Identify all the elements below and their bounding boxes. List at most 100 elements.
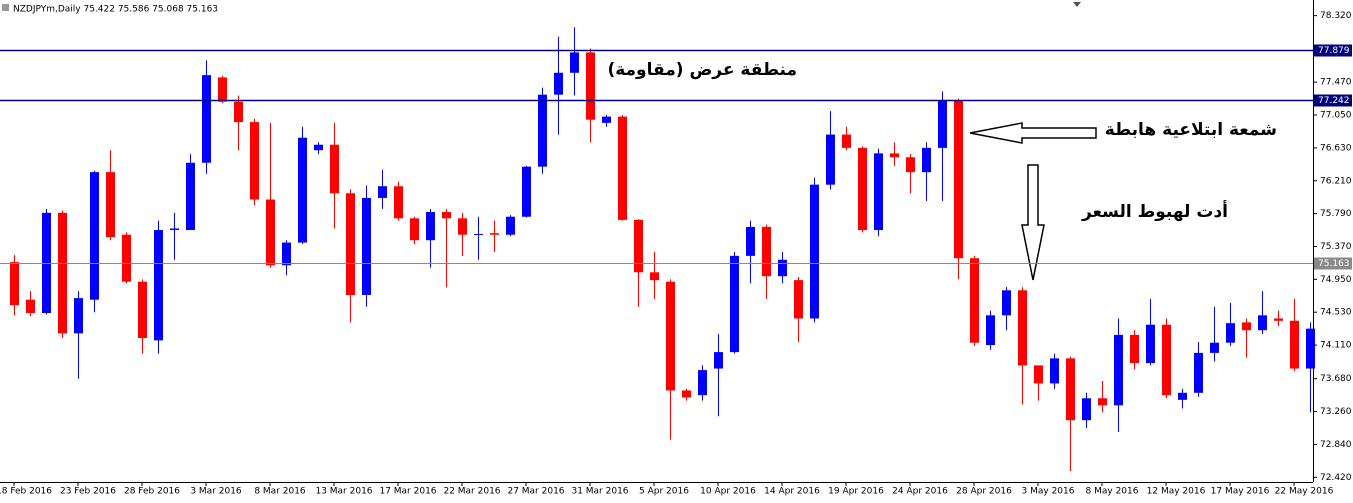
y-tick-label: 78.320 — [1320, 11, 1352, 21]
candle-body — [1306, 328, 1315, 369]
candle-body — [778, 259, 787, 277]
candle-body — [810, 184, 819, 319]
annotation: منطقة عرض (مقاومة) — [607, 60, 797, 80]
candle-body — [138, 281, 147, 339]
candle-body — [730, 255, 739, 353]
candle-body — [362, 197, 371, 295]
x-tick-label: 3 Mar 2016 — [190, 487, 242, 497]
y-tick-label: 77.470 — [1320, 78, 1352, 88]
candle-body — [458, 218, 467, 235]
candle-body — [554, 72, 563, 95]
candle-body — [666, 281, 675, 391]
candle-body — [890, 153, 899, 158]
y-tick-label: 74.110 — [1320, 341, 1352, 351]
x-tick-label: 22 Mar 2016 — [443, 487, 500, 497]
candle-body — [266, 199, 275, 266]
y-tick-label: 73.260 — [1320, 407, 1352, 417]
candle-body — [410, 218, 419, 241]
x-tick-label: 27 Mar 2016 — [507, 487, 564, 497]
candle-body — [122, 234, 131, 282]
y-tick-label: 75.790 — [1320, 209, 1352, 219]
chart-title: NZDJPYm,Daily 75.422 75.586 75.068 75.16… — [13, 5, 218, 15]
y-tick-label: 74.530 — [1320, 308, 1352, 318]
x-tick-label: 3 May 2016 — [1022, 487, 1075, 497]
candle-body — [1178, 392, 1187, 400]
candle-body — [1114, 334, 1123, 406]
x-tick-label: 8 May 2016 — [1086, 487, 1139, 497]
candle-body — [858, 147, 867, 231]
candle-body — [170, 228, 179, 231]
candle-body — [762, 226, 771, 277]
x-tick-label: 24 Apr 2016 — [892, 487, 948, 497]
candle-body — [682, 390, 691, 398]
level-label-box — [1314, 257, 1352, 270]
y-tick-label: 76.630 — [1320, 143, 1352, 153]
y-tick-label: 73.680 — [1320, 374, 1352, 384]
candle-body — [922, 147, 931, 173]
x-tick-label: 23 Feb 2016 — [60, 487, 116, 497]
candle-body — [794, 280, 803, 319]
candle-body — [202, 75, 211, 163]
y-tick-label: 74.950 — [1320, 275, 1352, 285]
candle-body — [874, 153, 883, 231]
x-tick-label: 22 May 2016 — [1275, 487, 1334, 497]
plot — [10, 27, 1315, 472]
candle-body — [714, 352, 723, 369]
y-tick-label: 72.420 — [1320, 473, 1352, 483]
candle-body — [954, 100, 963, 259]
x-tick-label: 8 Mar 2016 — [254, 487, 306, 497]
level-label-box — [1314, 44, 1352, 57]
x-tick-label: 18 Feb 2016 — [0, 487, 52, 497]
candle-body — [1034, 365, 1043, 384]
arrow-left — [969, 122, 1097, 144]
candle-body — [938, 100, 947, 148]
candle-body — [1258, 315, 1267, 331]
arrow-down — [1021, 164, 1045, 281]
candle-body — [282, 242, 291, 266]
candle-body — [570, 52, 579, 73]
y-tick-label: 75.370 — [1320, 242, 1352, 252]
candle-body — [58, 212, 67, 334]
candle-body — [746, 226, 755, 256]
candle-body — [442, 212, 451, 219]
candle-body — [650, 272, 659, 281]
candle-body — [490, 233, 499, 235]
candle-body — [1066, 358, 1075, 421]
x-tick-label: 28 Apr 2016 — [956, 487, 1012, 497]
y-tick-label: 77.050 — [1320, 111, 1352, 121]
level-label: 75.163 — [1318, 259, 1350, 269]
x-tick-label: 13 Mar 2016 — [315, 487, 372, 497]
candle-body — [698, 370, 707, 396]
x-tick-label: 17 May 2016 — [1211, 487, 1270, 497]
level-label: 77.879 — [1318, 46, 1350, 56]
candle-body — [826, 134, 835, 185]
shift-marker — [1073, 2, 1081, 7]
candle-body — [314, 144, 323, 151]
candle-body — [154, 230, 163, 341]
y-tick-label: 72.840 — [1320, 440, 1352, 450]
candle-body — [90, 172, 99, 300]
candle-body — [906, 157, 915, 173]
candle-body — [1146, 324, 1155, 364]
candle-body — [970, 258, 979, 343]
candle-body — [538, 94, 547, 167]
candle-body — [106, 172, 115, 238]
annotation: شمعة ابتلاعية هابطة — [1105, 120, 1277, 140]
candle-body — [1242, 322, 1251, 331]
candle-body — [218, 77, 227, 102]
candle-body — [1162, 324, 1171, 396]
candle-body — [1194, 352, 1203, 393]
candle-body — [1002, 290, 1011, 316]
candle-body — [522, 166, 531, 217]
candle-body — [506, 216, 515, 235]
candle-body — [602, 116, 611, 123]
x-tick-label: 12 May 2016 — [1147, 487, 1206, 497]
candle-body — [842, 134, 851, 148]
x-tick-label: 10 Apr 2016 — [700, 487, 756, 497]
candle-body — [74, 298, 83, 334]
candle-body — [986, 315, 995, 346]
candle-body — [346, 193, 355, 295]
candle-body — [1098, 398, 1107, 406]
candle-body — [26, 299, 35, 313]
